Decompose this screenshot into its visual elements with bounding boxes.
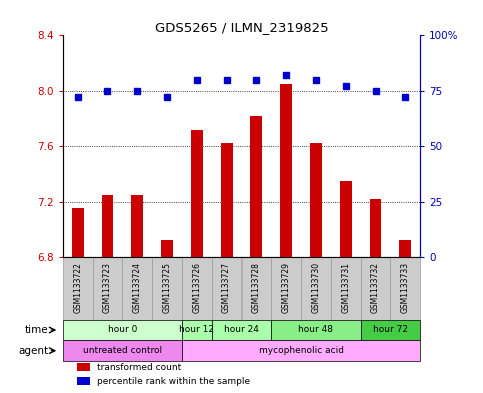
Text: GSM1133725: GSM1133725: [163, 262, 171, 313]
Bar: [63, 340, 182, 361]
Bar: [182, 340, 420, 361]
Text: GSM1133731: GSM1133731: [341, 262, 350, 313]
Text: agent: agent: [18, 346, 48, 356]
Text: GSM1133728: GSM1133728: [252, 262, 261, 313]
Text: hour 48: hour 48: [298, 325, 333, 334]
Text: GSM1133733: GSM1133733: [401, 262, 410, 313]
Text: GSM1133723: GSM1133723: [103, 262, 112, 313]
Bar: [221, 143, 233, 257]
Bar: [77, 377, 90, 385]
Bar: [212, 320, 271, 340]
Title: GDS5265 / ILMN_2319825: GDS5265 / ILMN_2319825: [155, 21, 328, 34]
Text: hour 24: hour 24: [224, 325, 259, 334]
Bar: [152, 257, 182, 320]
Text: time: time: [25, 325, 48, 335]
Bar: [131, 195, 143, 257]
Bar: [361, 257, 390, 320]
Bar: [212, 257, 242, 320]
Bar: [361, 320, 420, 340]
Bar: [72, 208, 84, 257]
Bar: [182, 320, 212, 340]
Bar: [101, 195, 114, 257]
Bar: [340, 181, 352, 257]
Text: untreated control: untreated control: [83, 346, 162, 355]
Text: hour 12: hour 12: [179, 325, 214, 334]
Text: GSM1133724: GSM1133724: [133, 262, 142, 313]
Bar: [301, 257, 331, 320]
Text: GSM1133732: GSM1133732: [371, 262, 380, 313]
Text: GSM1133722: GSM1133722: [73, 262, 82, 313]
Bar: [63, 257, 93, 320]
Text: percentile rank within the sample: percentile rank within the sample: [97, 377, 250, 386]
Text: transformed count: transformed count: [97, 363, 181, 372]
Text: GSM1133727: GSM1133727: [222, 262, 231, 313]
Bar: [280, 84, 292, 257]
Bar: [251, 116, 262, 257]
Text: GSM1133729: GSM1133729: [282, 262, 291, 313]
Bar: [271, 257, 301, 320]
Text: GSM1133726: GSM1133726: [192, 262, 201, 313]
Bar: [399, 240, 412, 257]
Bar: [369, 199, 382, 257]
Bar: [93, 257, 122, 320]
Bar: [77, 363, 90, 371]
Bar: [122, 257, 152, 320]
Bar: [331, 257, 361, 320]
Bar: [63, 320, 182, 340]
Bar: [390, 257, 420, 320]
Bar: [161, 240, 173, 257]
Text: GSM1133730: GSM1133730: [312, 262, 320, 313]
Text: hour 0: hour 0: [108, 325, 137, 334]
Bar: [182, 257, 212, 320]
Text: mycophenolic acid: mycophenolic acid: [258, 346, 343, 355]
Bar: [271, 320, 361, 340]
Bar: [191, 130, 203, 257]
Text: hour 72: hour 72: [373, 325, 408, 334]
Bar: [310, 143, 322, 257]
Bar: [242, 257, 271, 320]
